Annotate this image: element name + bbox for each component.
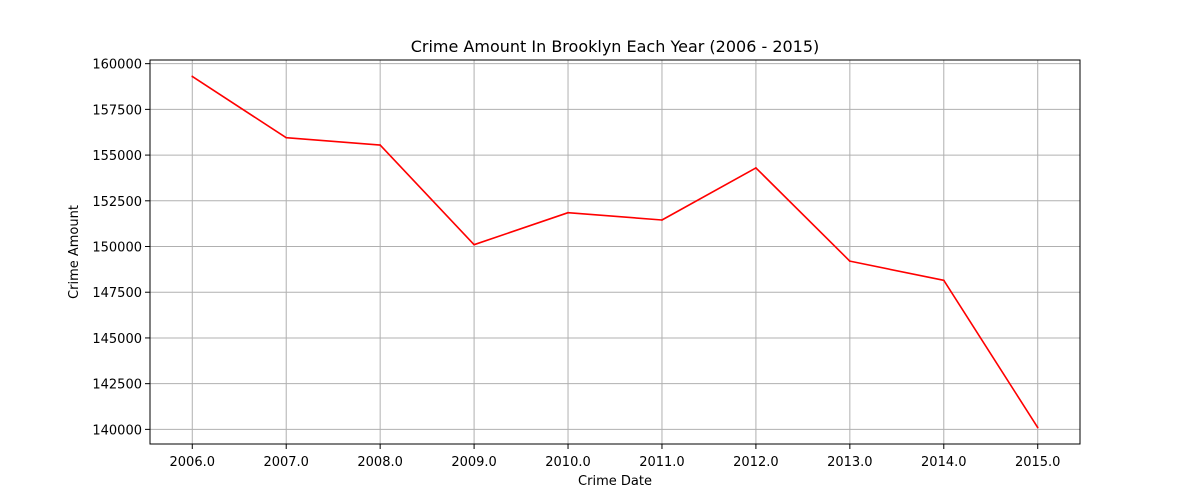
data-point [1036, 426, 1039, 429]
x-tick-label: 2006.0 [170, 455, 216, 470]
data-point [661, 219, 663, 221]
x-tick-label: 2014.0 [921, 455, 967, 470]
y-tick-label: 152500 [92, 195, 142, 210]
data-point [285, 136, 288, 139]
x-tick-label: 2009.0 [451, 455, 497, 470]
series-layer [191, 75, 1039, 429]
y-tick-label: 157500 [92, 103, 142, 118]
data-point [473, 243, 475, 246]
x-tick-label: 2010.0 [545, 455, 591, 470]
grid-layer [150, 60, 1080, 444]
y-tick-label: 145000 [92, 332, 142, 347]
x-tick-label: 2013.0 [827, 455, 873, 470]
y-tick-label: 160000 [92, 58, 142, 73]
y-axis-title: Crime Amount [67, 205, 82, 299]
y-tick-label: 142500 [92, 378, 142, 393]
x-tick-label: 2007.0 [263, 455, 309, 470]
data-point [191, 75, 194, 78]
y-tick-label: 140000 [92, 423, 142, 438]
plot-frame [149, 59, 1081, 445]
data-point [848, 260, 851, 263]
x-tick-label: 2011.0 [639, 455, 685, 470]
y-tick-label: 147500 [92, 286, 142, 301]
x-tick-label: 2015.0 [1015, 455, 1061, 470]
data-point [755, 166, 757, 169]
data-point [379, 144, 382, 146]
data-point [567, 211, 569, 214]
x-tick-label: 2008.0 [357, 455, 403, 470]
series-line [191, 75, 1039, 428]
y-tick-label: 150000 [92, 241, 142, 256]
y-tick-label: 155000 [92, 149, 142, 164]
data-point [942, 279, 945, 282]
chart-title: Crime Amount In Brooklyn Each Year (2006… [411, 37, 820, 56]
x-axis-title: Crime Date [578, 474, 652, 489]
tick-layer: 2006.0 2007.0 2008.0 2009.0 2010.0 2011.0 2012… [92, 58, 1060, 470]
x-tick-label: 2012.0 [733, 455, 779, 470]
